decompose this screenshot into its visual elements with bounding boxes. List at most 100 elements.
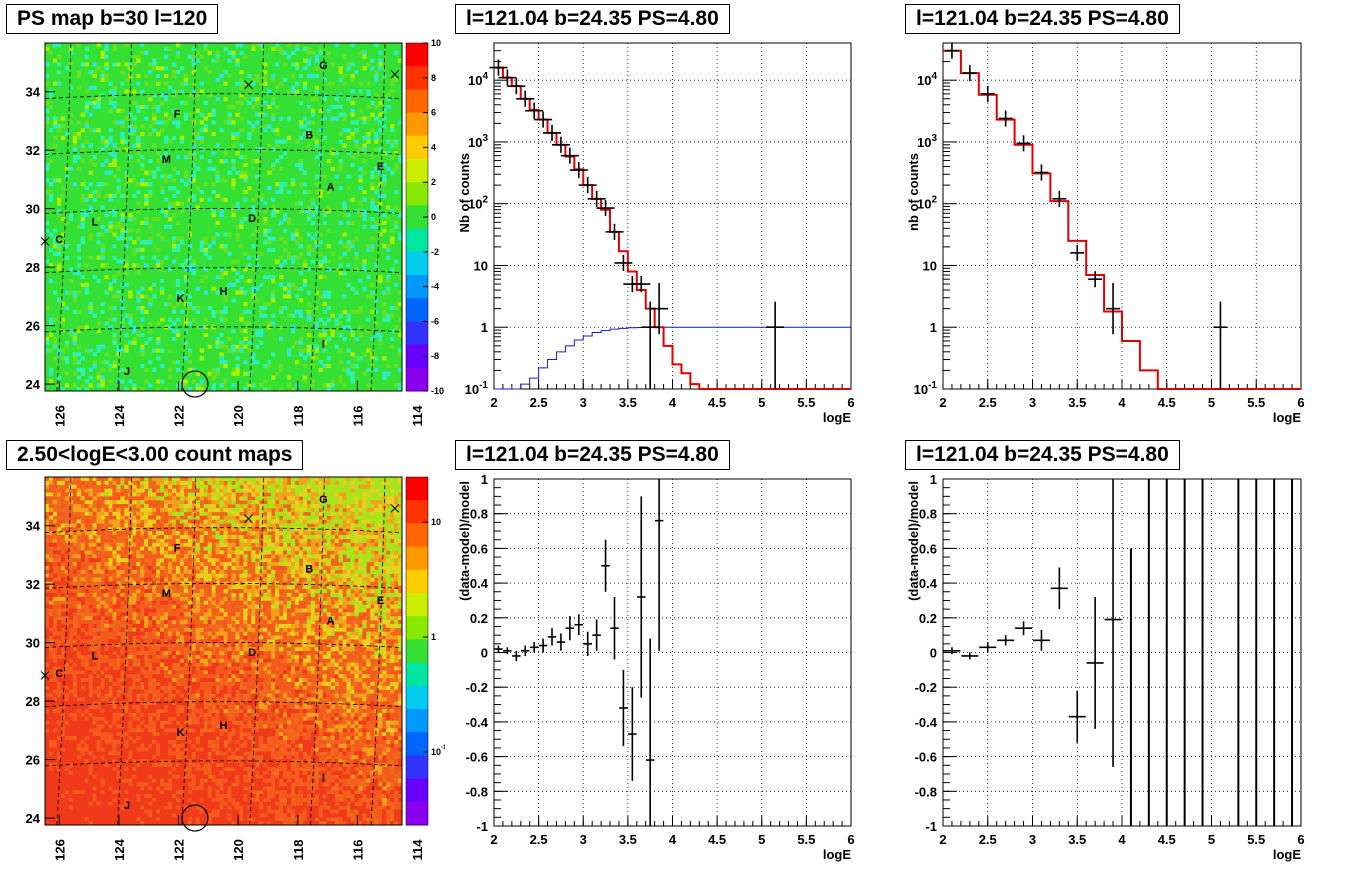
map-pixel <box>346 547 350 551</box>
map-pixel <box>112 62 116 66</box>
map-pixel <box>160 578 164 582</box>
map-pixel <box>152 171 156 175</box>
map-pixel <box>108 531 112 535</box>
map-pixel <box>319 608 323 612</box>
map-pixel <box>188 500 192 504</box>
map-pixel <box>370 294 374 298</box>
map-pixel <box>156 109 160 113</box>
map-pixel <box>235 562 239 566</box>
map-pixel <box>220 500 224 504</box>
map-pixel <box>200 570 204 574</box>
map-pixel <box>140 155 144 159</box>
map-pixel <box>358 535 362 539</box>
map-pixel <box>188 294 192 298</box>
map-pixel <box>275 539 279 543</box>
map-pixel <box>156 74 160 78</box>
map-pixel <box>116 531 120 535</box>
map-pixel <box>386 566 390 570</box>
map-pixel <box>224 562 228 566</box>
map-pixel <box>224 620 228 624</box>
map-pixel <box>69 574 73 578</box>
map-pixel <box>275 260 279 264</box>
map-pixel <box>120 283 124 287</box>
map-pixel <box>132 608 136 612</box>
map-pixel <box>57 43 61 47</box>
map-pixel <box>247 310 251 314</box>
map-pixel <box>132 543 136 547</box>
map-pixel <box>394 520 398 524</box>
map-pixel <box>124 229 128 233</box>
map-pixel <box>160 523 164 527</box>
map-pixel <box>374 485 378 489</box>
map-pixel <box>374 489 378 493</box>
source-label: F <box>174 109 181 121</box>
map-pixel <box>180 500 184 504</box>
map-pixel <box>144 620 148 624</box>
map-pixel <box>200 379 204 383</box>
map-pixel <box>271 624 275 628</box>
map-pixel <box>57 597 61 601</box>
map-pixel <box>200 543 204 547</box>
map-pixel <box>81 508 85 512</box>
map-pixel <box>176 202 180 206</box>
map-pixel <box>45 306 49 310</box>
map-pixel <box>73 496 77 500</box>
map-pixel <box>97 520 101 524</box>
map-pixel <box>101 232 105 236</box>
map-pixel <box>339 113 343 117</box>
map-pixel <box>243 372 247 376</box>
map-pixel <box>239 543 243 547</box>
map-pixel <box>172 531 176 535</box>
map-pixel <box>192 624 196 628</box>
map-pixel <box>116 496 120 500</box>
map-pixel <box>160 174 164 178</box>
map-pixel <box>311 589 315 593</box>
map-pixel <box>172 624 176 628</box>
map-pixel <box>132 628 136 632</box>
map-pixel <box>176 155 180 159</box>
map-pixel <box>93 550 97 554</box>
map-pixel <box>164 558 168 562</box>
map-pixel <box>287 605 291 609</box>
map-pixel <box>101 520 105 524</box>
map-pixel <box>93 155 97 159</box>
map-pixel <box>108 520 112 524</box>
map-pixel <box>120 566 124 570</box>
map-pixel <box>140 240 144 244</box>
map-pixel <box>311 508 315 512</box>
map-pixel <box>247 263 251 267</box>
map-pixel <box>164 66 168 70</box>
map-pixel <box>188 321 192 325</box>
map-pixel <box>69 290 73 294</box>
map-pixel <box>124 520 128 524</box>
map-pixel <box>105 352 109 356</box>
map-pixel <box>172 496 176 500</box>
map-pixel <box>231 608 235 612</box>
map-pixel <box>152 550 156 554</box>
map-pixel <box>255 174 259 178</box>
map-pixel <box>279 585 283 589</box>
map-pixel <box>331 252 335 256</box>
map-pixel <box>239 217 243 221</box>
map-pixel <box>323 477 327 481</box>
map-pixel <box>180 554 184 558</box>
map-pixel <box>112 225 116 229</box>
map-pixel <box>354 597 358 601</box>
map-pixel <box>120 543 124 547</box>
map-pixel <box>224 360 228 364</box>
map-pixel <box>243 543 247 547</box>
map-pixel <box>259 341 263 345</box>
map-pixel <box>49 51 53 55</box>
map-pixel <box>172 512 176 516</box>
map-pixel <box>124 271 128 275</box>
map-pixel <box>255 345 259 349</box>
map-pixel <box>132 252 136 256</box>
map-pixel <box>267 624 271 628</box>
map-pixel <box>366 348 370 352</box>
map-pixel <box>343 620 347 624</box>
map-pixel <box>331 383 335 387</box>
map-pixel <box>81 325 85 329</box>
map-pixel <box>390 267 394 271</box>
map-pixel <box>370 477 374 481</box>
map-pixel <box>303 554 307 558</box>
